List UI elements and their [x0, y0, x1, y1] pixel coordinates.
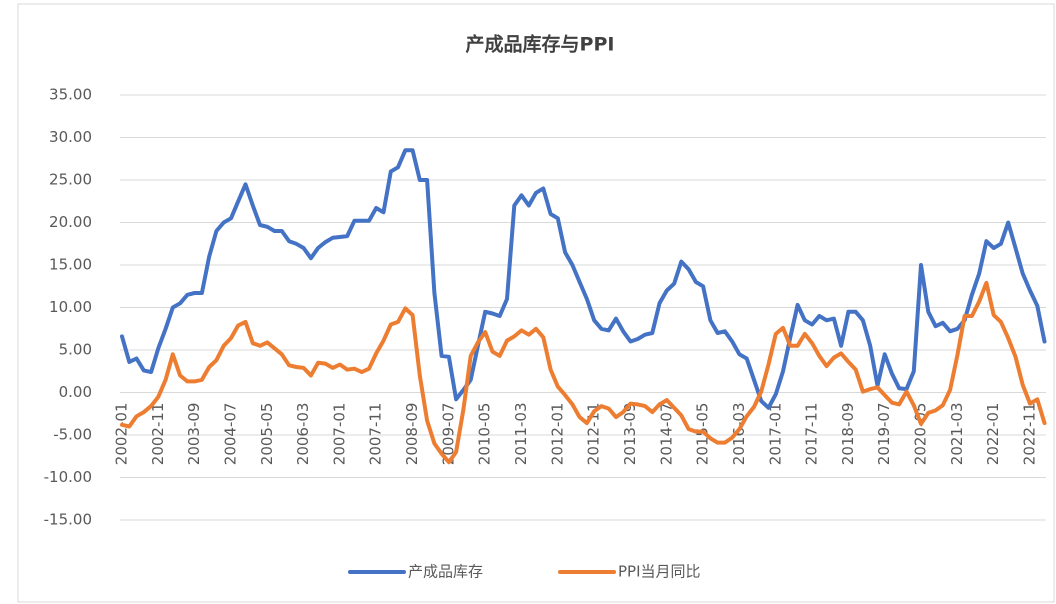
- y-tick-label: 30.00: [49, 128, 92, 146]
- y-tick-label: -5.00: [53, 426, 92, 444]
- y-tick-label: 20.00: [49, 213, 92, 231]
- x-tick-label: 2004-07: [221, 403, 239, 466]
- x-tick-label: 2018-09: [839, 403, 857, 466]
- y-tick-label: 5.00: [59, 341, 92, 359]
- y-tick-label: -15.00: [44, 511, 92, 529]
- x-tick-label: 2008-09: [403, 403, 421, 466]
- x-tick-label: 2002-01: [113, 403, 131, 466]
- y-tick-label: 35.00: [49, 86, 92, 104]
- x-tick-label: 2009-07: [439, 403, 457, 466]
- x-tick-label: 2016-03: [730, 403, 748, 466]
- legend-label: 产成品库存: [408, 563, 483, 581]
- chart-frame: [17, 3, 1055, 603]
- x-tick-label: 2006-03: [294, 403, 312, 466]
- x-tick-label: 2012-01: [548, 403, 566, 466]
- y-tick-label: -10.00: [44, 468, 92, 486]
- x-tick-label: 2007-11: [367, 403, 385, 466]
- x-tick-label: 2019-07: [875, 403, 893, 466]
- x-tick-label: 2007-01: [330, 403, 348, 466]
- data-line: [120, 148, 1047, 410]
- x-tick-label: 2021-03: [948, 403, 966, 466]
- x-tick-label: 2010-05: [476, 403, 494, 466]
- x-tick-label: 2005-05: [258, 403, 276, 466]
- data-line: [120, 280, 1047, 465]
- x-tick-label: 2002-11: [149, 403, 167, 466]
- x-tick-label: 2011-03: [512, 403, 530, 466]
- y-tick-label: 10.00: [49, 298, 92, 316]
- x-tick-label: 2003-09: [185, 403, 203, 466]
- x-tick-label: 2017-11: [803, 403, 821, 466]
- x-tick-label: 2017-01: [766, 403, 784, 466]
- chart-title: 产成品库存与PPI: [466, 33, 615, 56]
- x-tick-label: 2022-01: [984, 402, 1002, 465]
- x-tick-label: 2014-07: [657, 403, 675, 466]
- y-tick-label: 0.00: [59, 383, 92, 401]
- y-tick-label: 15.00: [49, 256, 92, 274]
- y-tick-label: 25.00: [49, 171, 92, 189]
- x-tick-label: 2022-11: [1021, 403, 1039, 466]
- legend-label: PPI当月同比: [618, 563, 701, 581]
- x-tick-label: 2013-09: [621, 403, 639, 466]
